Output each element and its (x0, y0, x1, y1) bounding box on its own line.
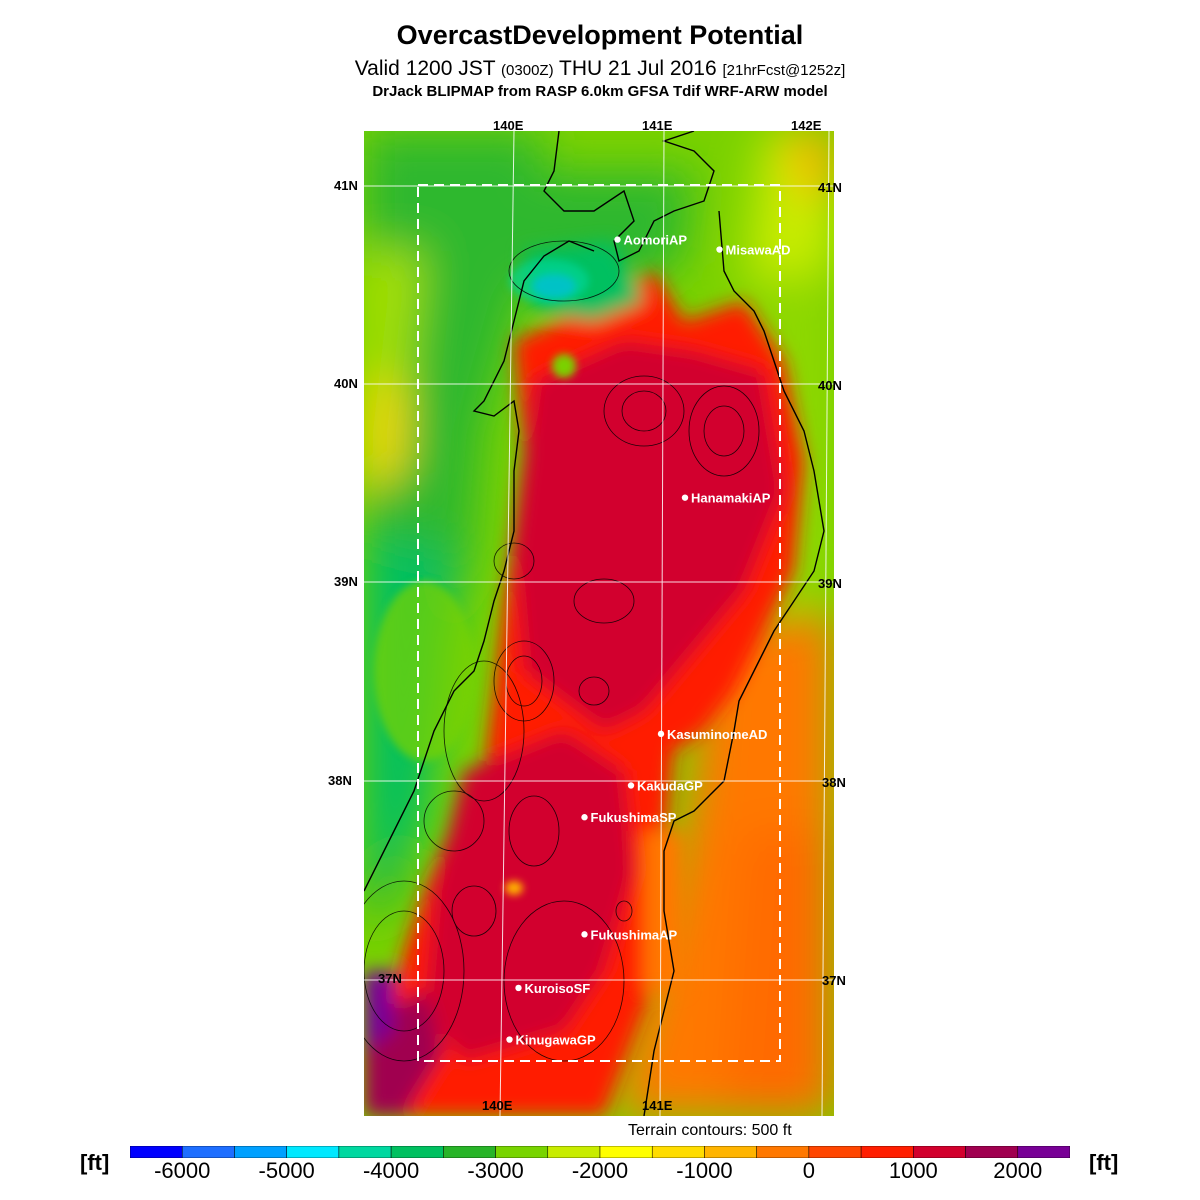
colorbar-swatch-9 (599, 1146, 653, 1158)
colorbar-swatch-4 (338, 1146, 392, 1158)
site-marker-kinugawagp (506, 1036, 513, 1043)
colorbar-label: -6000 (154, 1158, 211, 1183)
valid-time-line: Valid 1200 JST (0300Z) THU 21 Jul 2016 [… (0, 57, 1200, 81)
colorbar-swatch-5 (390, 1146, 444, 1158)
green-patch-sw (374, 581, 474, 761)
forecast-tag: [21hrFcst@1252z] (722, 62, 846, 79)
valid-utc: (0300Z) (501, 62, 554, 79)
colorbar-swatch-2 (234, 1146, 287, 1158)
lat-label-41n-right: 41N (818, 180, 842, 195)
colorbar-label: 0 (802, 1158, 815, 1183)
map-title: OvercastDevelopment Potential (396, 20, 804, 50)
lat-label-37n-right: 37N (822, 973, 846, 988)
colorbar-unit-left: [ft] (80, 1150, 110, 1175)
lon-label-140e-top: 140E (493, 118, 524, 133)
lat-label-37n-left: 37N (378, 971, 402, 986)
colorbar-swatch-7 (495, 1146, 549, 1158)
lat-label-40n-right: 40N (818, 378, 842, 393)
colorbar-swatch-11 (704, 1146, 757, 1158)
colorbar-swatch-14 (860, 1146, 914, 1158)
lat-label-39n-left: 39N (334, 574, 358, 589)
site-label-kakudagp: KakudaGP (637, 778, 703, 793)
lon-label-141e-bottom: 141E (642, 1098, 673, 1113)
colorbar-swatch-6 (443, 1146, 496, 1158)
site-marker-fukushimasp (581, 814, 588, 821)
site-markers: AomoriAP MisawaAD HanamakiAP KasuminomeAD Ka… (506, 233, 791, 1048)
site-label-fukushimasp: FukushimaSP (591, 810, 677, 825)
land-field (364, 241, 804, 1116)
inner-domain-box (417, 184, 781, 1062)
colorbar-swatch-0 (130, 1146, 183, 1158)
colorbar-swatch-1 (181, 1146, 235, 1158)
site-marker-kuroisosf (515, 984, 522, 992)
colorbar-swatch-12 (756, 1146, 810, 1158)
site-label-kasuminomead: KasuminomeAD (667, 727, 767, 742)
colorbar-label: -5000 (258, 1158, 315, 1183)
site-marker-fukushimaap (581, 931, 588, 938)
colorbar-label: -1000 (676, 1158, 733, 1183)
colorbar-label: -4000 (362, 1158, 420, 1183)
site-label-fukushimaap: FukushimaAP (591, 927, 678, 942)
site-label-aomoriap: AomoriAP (624, 233, 688, 248)
lake-spot (505, 881, 523, 895)
green-spot (552, 354, 576, 378)
colorbar-swatch-8 (547, 1146, 601, 1158)
site-marker-aomoriap (614, 236, 621, 243)
lat-label-41n-left: 41N (334, 178, 358, 193)
valid-prefix: Valid 1200 JST (354, 57, 496, 80)
colorbar-swatch-16 (965, 1146, 1019, 1158)
site-marker-kakudagp (627, 782, 635, 789)
lon-label-142e-top: 142E (791, 118, 822, 133)
model-line: DrJack BLIPMAP from RASP 6.0km GFSA Tdif… (372, 83, 828, 100)
forecast-map: AomoriAP MisawaAD HanamakiAP KasuminomeAD Ka… (364, 131, 834, 1116)
lon-label-141e-top: 141E (642, 118, 673, 133)
site-label-misawaad: MisawaAD (726, 243, 791, 258)
site-marker-misawaad (716, 246, 723, 253)
terrain-contours (364, 240, 760, 1062)
lat-label-38n-right: 38N (822, 775, 846, 790)
lat-label-38n-left: 38N (328, 773, 352, 788)
site-marker-hanamakiap (681, 494, 689, 501)
colorbar-label: -3000 (467, 1158, 524, 1183)
colorbar-swatch-17 (1017, 1146, 1070, 1158)
site-label-kinugawagp: KinugawaGP (516, 1033, 597, 1048)
colorbar-swatch-13 (808, 1146, 862, 1158)
lat-label-40n-left: 40N (334, 376, 358, 391)
colorbar-swatch-3 (286, 1146, 340, 1158)
colorbar (130, 1146, 1070, 1158)
site-label-hanamakiap: HanamakiAP (691, 491, 771, 506)
site-marker-kasuminomead (657, 730, 665, 738)
colorbar-swatch-15 (913, 1146, 966, 1158)
colorbar-label: 1000 (888, 1158, 938, 1183)
coastline (364, 131, 825, 1116)
colorbar-unit-right: [ft] (1089, 1150, 1119, 1175)
colorbar-label: 2000 (993, 1158, 1043, 1183)
cyan-patch (509, 259, 589, 303)
valid-date: THU 21 Jul 2016 (559, 57, 717, 80)
colorbar-swatch-10 (651, 1146, 705, 1158)
lat-label-39n-right: 39N (818, 576, 842, 591)
terrain-contour-note: Terrain contours: 500 ft (628, 1122, 792, 1139)
site-label-kuroisosf: KuroisoSF (525, 981, 591, 996)
colorbar-label: -2000 (571, 1158, 629, 1183)
lon-label-140e-bottom: 140E (482, 1098, 513, 1113)
